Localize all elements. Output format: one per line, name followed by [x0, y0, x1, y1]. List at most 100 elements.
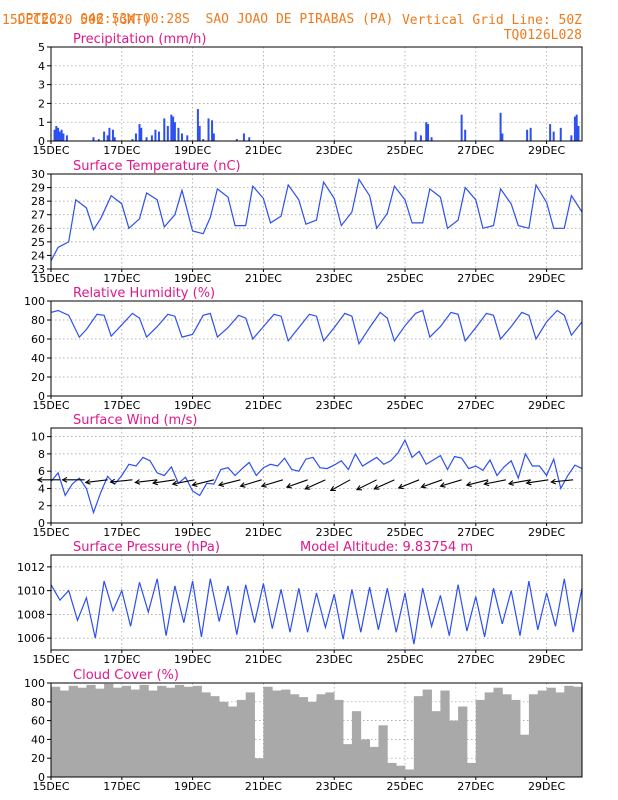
- cloud-bar: [121, 685, 132, 777]
- x-tick-label: 29DEC: [528, 526, 565, 539]
- wind-arrow-head: [285, 483, 292, 489]
- y-tick-label: 26: [31, 222, 45, 235]
- precip-bar: [65, 135, 68, 141]
- precip-bar: [529, 127, 532, 141]
- wind-arrow-shaft: [466, 479, 489, 486]
- wind-arrow-shaft: [305, 479, 326, 490]
- y-tick-label: 4: [38, 482, 45, 495]
- panel-title: Precipitation (mm/h): [73, 32, 206, 47]
- precip-bar: [60, 129, 63, 141]
- cloud-bar: [466, 762, 477, 777]
- cloud-bar: [298, 697, 309, 777]
- y-tick-label: 29: [31, 182, 45, 195]
- grid-note: Vertical Grid Line: 50Z: [401, 13, 582, 28]
- cloud-bar: [325, 692, 335, 777]
- wind-arrow: [36, 476, 60, 483]
- wind-arrow: [525, 479, 549, 486]
- y-tick-label: 60: [31, 333, 45, 346]
- y-tick-label: 4: [38, 60, 45, 73]
- x-tick-label: 27DEC: [457, 653, 494, 666]
- x-tick-label: 15DEC: [32, 272, 69, 285]
- cloud-bar: [413, 696, 424, 777]
- code-label: TQ0126L028: [503, 28, 582, 43]
- wind-arrow: [483, 479, 506, 487]
- y-tick-label: 2: [38, 500, 45, 513]
- wind-arrow-head: [507, 480, 514, 486]
- cloud-bar: [378, 725, 388, 777]
- y-tick-label: 30: [31, 168, 45, 181]
- precip-bar: [575, 114, 578, 141]
- y-tick-label: 1012: [17, 561, 45, 574]
- wind-arrow-shaft: [218, 479, 241, 486]
- wind-arrow: [439, 479, 462, 488]
- wind-arrow-head: [397, 483, 404, 490]
- wind-arrow-head: [304, 484, 311, 490]
- precip-bar: [573, 116, 576, 141]
- wind-arrow: [550, 478, 574, 485]
- cloud-bar: [334, 699, 344, 777]
- y-tick-label: 25: [31, 236, 45, 249]
- cloud-bar: [272, 690, 282, 777]
- wind-arrow-head: [355, 485, 363, 491]
- wind-arrow-shaft: [440, 479, 462, 487]
- wind-arrow: [355, 479, 377, 491]
- x-tick-label: 27DEC: [457, 780, 494, 793]
- cloud-bar: [219, 701, 229, 777]
- cloud-bar: [112, 687, 123, 777]
- cloud-bar: [174, 684, 185, 777]
- wind-arrow-shaft: [286, 479, 308, 488]
- wind-arrow: [329, 479, 351, 491]
- cloud-bar: [440, 690, 450, 777]
- cloud-bar: [449, 720, 459, 777]
- wind-arrow: [61, 476, 85, 483]
- precip-bar: [177, 127, 180, 141]
- panel-frame: [50, 554, 583, 651]
- cloud-bar: [564, 685, 574, 777]
- cloud-bar: [431, 711, 441, 777]
- cloud-bar: [254, 758, 264, 777]
- precip-bar: [111, 129, 114, 141]
- wind-arrow-shaft: [551, 479, 574, 483]
- cloud-bar: [484, 692, 494, 777]
- wind-arrow-head: [191, 481, 198, 487]
- wind-arrow: [134, 479, 158, 485]
- x-tick-label: 17DEC: [103, 780, 140, 793]
- wind-arrow: [171, 479, 195, 487]
- cloud-bar: [458, 706, 468, 777]
- precip-bar: [235, 139, 238, 141]
- cloud-bar: [95, 688, 105, 777]
- precip-bar: [570, 135, 573, 141]
- panel-frame: [50, 300, 583, 397]
- precip-bar: [425, 122, 428, 141]
- wind-arrow-head: [84, 479, 91, 485]
- x-tick-label: 27DEC: [457, 144, 494, 157]
- precip-bar: [134, 133, 137, 141]
- x-tick-label: 15DEC: [32, 144, 69, 157]
- cloud-bar: [351, 711, 362, 777]
- precip-bar: [552, 131, 555, 141]
- cloud-bar: [573, 686, 583, 777]
- y-tick-label: 1008: [17, 608, 45, 621]
- header-line-1: CPTEC: 046:53W-00:28S SAO JOAO DE PIRABA…: [2, 0, 394, 27]
- precip-bar: [62, 133, 65, 141]
- x-tick-label: 15DEC: [32, 653, 69, 666]
- wind-arrow: [373, 479, 395, 490]
- cloud-bar: [68, 685, 78, 777]
- cloud-bar: [316, 694, 326, 777]
- x-tick-label: 21DEC: [245, 526, 282, 539]
- panel-frame: [50, 427, 583, 524]
- wind-arrow-shaft: [508, 479, 531, 485]
- y-tick-label: 20: [31, 371, 45, 384]
- y-tick-label: 1006: [17, 632, 45, 645]
- y-tick-label: 6: [38, 465, 45, 478]
- y-tick-label: 0: [38, 517, 45, 530]
- wind-arrow-shaft: [374, 479, 395, 490]
- cloud-bar: [396, 765, 406, 777]
- x-tick-label: 15DEC: [32, 526, 69, 539]
- cloud-bar: [537, 690, 547, 777]
- wind-arrow: [465, 479, 489, 487]
- x-tick-label: 17DEC: [103, 144, 140, 157]
- x-tick-label: 15DEC: [32, 399, 69, 412]
- wind-arrow-shaft: [484, 479, 506, 485]
- cloud-bar: [405, 769, 415, 777]
